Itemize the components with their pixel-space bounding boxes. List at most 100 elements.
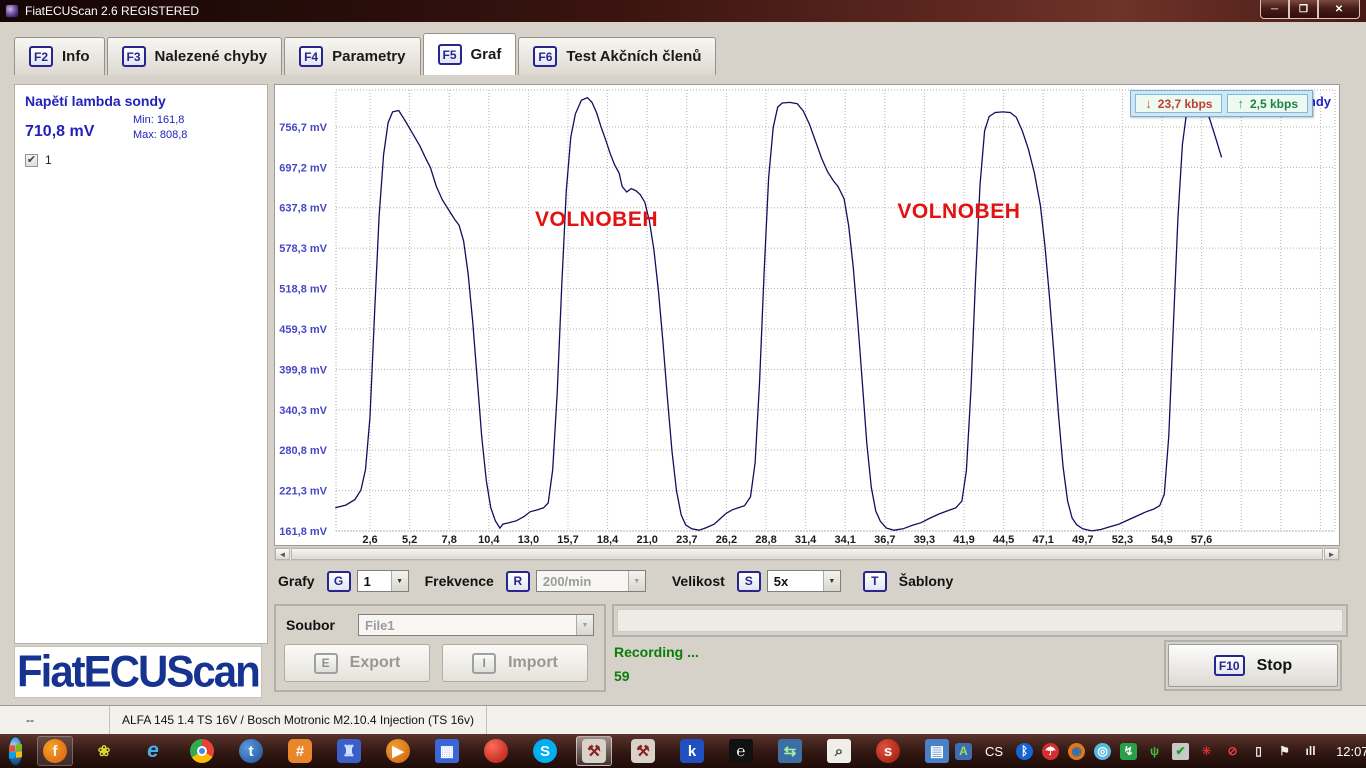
svg-text:221,3 mV: 221,3 mV bbox=[279, 486, 327, 498]
sensor-value: 710,8 mV bbox=[25, 123, 95, 140]
svg-text:161,8 mV: 161,8 mV bbox=[279, 526, 327, 538]
taskbar-app-skype[interactable]: S bbox=[527, 736, 563, 766]
taskbar-app-cherry-app[interactable] bbox=[478, 736, 514, 766]
progress-bar bbox=[617, 609, 1343, 632]
start-button[interactable] bbox=[8, 736, 23, 766]
svg-text:44,5: 44,5 bbox=[993, 534, 1014, 545]
cherry-app-icon bbox=[484, 739, 508, 763]
graph-count-dropdown[interactable]: 1 ▼ bbox=[356, 570, 409, 592]
chevron-down-icon: ▼ bbox=[822, 571, 840, 591]
scroll-left-arrow[interactable]: ◄ bbox=[275, 548, 290, 560]
lambda-voltage-chart: 756,7 mV 697,2 mV 637,8 mV 578,3 mV 518,8 mV… bbox=[279, 89, 1336, 545]
logo-text: FiatECUScan bbox=[17, 646, 261, 697]
export-button[interactable]: E Export bbox=[284, 644, 430, 682]
svg-text:47,1: 47,1 bbox=[1032, 534, 1053, 545]
upload-rate-badge: ↑ 2,5 kbps bbox=[1227, 94, 1308, 113]
android-app-icon[interactable]: A bbox=[955, 742, 972, 760]
taskbar-app-emule[interactable]: ℮ bbox=[723, 736, 759, 766]
taskbar-app-remote-desktop[interactable]: ⇆ bbox=[772, 736, 808, 766]
skype-icon: S bbox=[533, 739, 557, 763]
taskbar-app-fiatecuscan[interactable]: ⚒ bbox=[576, 736, 612, 766]
logo-box: FiatECUScan bbox=[14, 646, 262, 698]
tab-nalezen-chyby[interactable]: F3 Nalezené chyby bbox=[106, 37, 283, 75]
app-icon bbox=[5, 4, 19, 18]
internet-explorer-icon: e bbox=[147, 739, 159, 762]
restore-button[interactable]: ❐ bbox=[1289, 0, 1318, 19]
tab-info[interactable]: F2 Info bbox=[14, 37, 105, 75]
svg-text:36,7: 36,7 bbox=[874, 534, 895, 545]
explorer-window-icon: ▤ bbox=[925, 739, 949, 763]
red-tool-app-icon: s bbox=[876, 739, 900, 763]
import-button[interactable]: I Import bbox=[442, 644, 588, 682]
channel-checkbox[interactable]: ✔ bbox=[25, 153, 38, 167]
printer-ok-icon[interactable]: ✔ bbox=[1172, 742, 1190, 760]
language-indicator[interactable]: CS bbox=[985, 743, 1004, 759]
chart-hscrollbar[interactable]: ◄ ► bbox=[274, 547, 1340, 561]
stop-button[interactable]: F10 Stop bbox=[1168, 644, 1338, 687]
stop-button-frame: F10 Stop bbox=[1164, 640, 1342, 691]
g-key-button[interactable]: G bbox=[326, 570, 351, 592]
volume-muted-icon[interactable]: ⊘ bbox=[1227, 744, 1238, 758]
taskbar-app-floppy-save-app[interactable]: ▦ bbox=[429, 736, 465, 766]
avira-antivirus-icon[interactable]: ☂ bbox=[1042, 742, 1060, 760]
fiatecuscan-icon: ⚒ bbox=[582, 739, 606, 763]
taskbar-app-blue-flag-app[interactable]: k bbox=[674, 736, 710, 766]
flag-error-icon[interactable]: ⚑ bbox=[1279, 744, 1290, 758]
tab-label: Info bbox=[62, 48, 90, 65]
blue-robot-app-icon: ♜ bbox=[337, 739, 361, 763]
chrome-center-dot bbox=[197, 746, 207, 756]
tab-label: Test Akčních členů bbox=[566, 48, 702, 65]
close-button[interactable]: ✕ bbox=[1318, 0, 1360, 19]
taskbar-app-blue-robot-app[interactable]: ♜ bbox=[331, 736, 367, 766]
battery-icon[interactable]: ▯ bbox=[1255, 744, 1262, 758]
taskbar-app-file-search[interactable]: ⌕ bbox=[821, 736, 857, 766]
r-key-button[interactable]: R bbox=[505, 570, 530, 592]
bluetooth-icon[interactable]: ᛒ bbox=[1016, 742, 1034, 760]
scroll-right-arrow[interactable]: ► bbox=[1324, 548, 1339, 560]
e-key-badge: E bbox=[313, 652, 338, 674]
svg-text:34,1: 34,1 bbox=[834, 534, 855, 545]
taskbar-app-thunderbird[interactable]: t bbox=[233, 736, 269, 766]
svg-text:756,7 mV: 756,7 mV bbox=[279, 122, 327, 134]
scrollbar-thumb[interactable] bbox=[291, 548, 1323, 560]
hash-app-icon: # bbox=[288, 739, 312, 763]
network-error-icon[interactable]: ✳ bbox=[1201, 744, 1212, 758]
svg-text:21,0: 21,0 bbox=[636, 534, 657, 545]
download-arrow-icon: ↓ bbox=[1145, 96, 1152, 111]
taskbar-app-fiatecuscan-2[interactable]: ⚒ bbox=[625, 736, 661, 766]
signal-bars-icon[interactable]: ıll bbox=[1305, 744, 1316, 758]
sensor-max: Max: 808,8 bbox=[133, 129, 188, 141]
export-label: Export bbox=[349, 654, 401, 671]
taskbar-app-media-player-classic[interactable]: ▶ bbox=[380, 736, 416, 766]
status-left: -- bbox=[0, 706, 110, 734]
svg-text:49,7: 49,7 bbox=[1072, 534, 1093, 545]
taskbar-app-explorer-window[interactable]: ▤ bbox=[919, 736, 955, 766]
taskbar-app-qip[interactable]: ❀ bbox=[86, 736, 122, 766]
green-flash-app-icon[interactable]: ↯ bbox=[1120, 742, 1138, 760]
s-key-button[interactable]: S bbox=[736, 570, 761, 592]
tab-test-ak-n-ch-len-[interactable]: F6 Test Akčních členů bbox=[518, 37, 717, 75]
svg-text:7,8: 7,8 bbox=[442, 534, 457, 545]
taskbar-app-hash-app[interactable]: # bbox=[282, 736, 318, 766]
tab-parametry[interactable]: F4 Parametry bbox=[284, 37, 421, 75]
tab-graf[interactable]: F5 Graf bbox=[422, 33, 517, 75]
svg-text:399,8 mV: 399,8 mV bbox=[279, 364, 327, 376]
taskbar-app-chrome[interactable] bbox=[184, 736, 220, 766]
floppy-save-app-icon: ▦ bbox=[435, 739, 459, 763]
wireless-antenna-icon[interactable]: ψ bbox=[1150, 744, 1160, 758]
taskbar-app-red-tool-app[interactable]: s bbox=[870, 736, 906, 766]
svg-text:54,9: 54,9 bbox=[1151, 534, 1172, 545]
taskbar-app-firefox[interactable]: f bbox=[37, 736, 73, 766]
lens-app-icon[interactable]: ◎ bbox=[1094, 742, 1112, 760]
taskbar-app-internet-explorer[interactable]: e bbox=[135, 736, 171, 766]
eye-app-icon[interactable]: ◉ bbox=[1068, 742, 1086, 760]
recording-status: Recording ... bbox=[614, 644, 699, 660]
minimize-button[interactable]: ─ bbox=[1260, 0, 1289, 19]
clock[interactable]: 12:07 bbox=[1336, 743, 1366, 759]
svg-text:26,2: 26,2 bbox=[716, 534, 737, 545]
graph-controls: Grafy G 1 ▼ Frekvence R 200/min ▼ Veliko… bbox=[278, 570, 953, 592]
svg-text:280,8 mV: 280,8 mV bbox=[279, 445, 327, 457]
size-dropdown[interactable]: 5x ▼ bbox=[766, 570, 841, 592]
kbps-panel: ↓ 23,7 kbps ↑ 2,5 kbps bbox=[1130, 90, 1313, 117]
t-key-button[interactable]: T bbox=[862, 570, 887, 592]
